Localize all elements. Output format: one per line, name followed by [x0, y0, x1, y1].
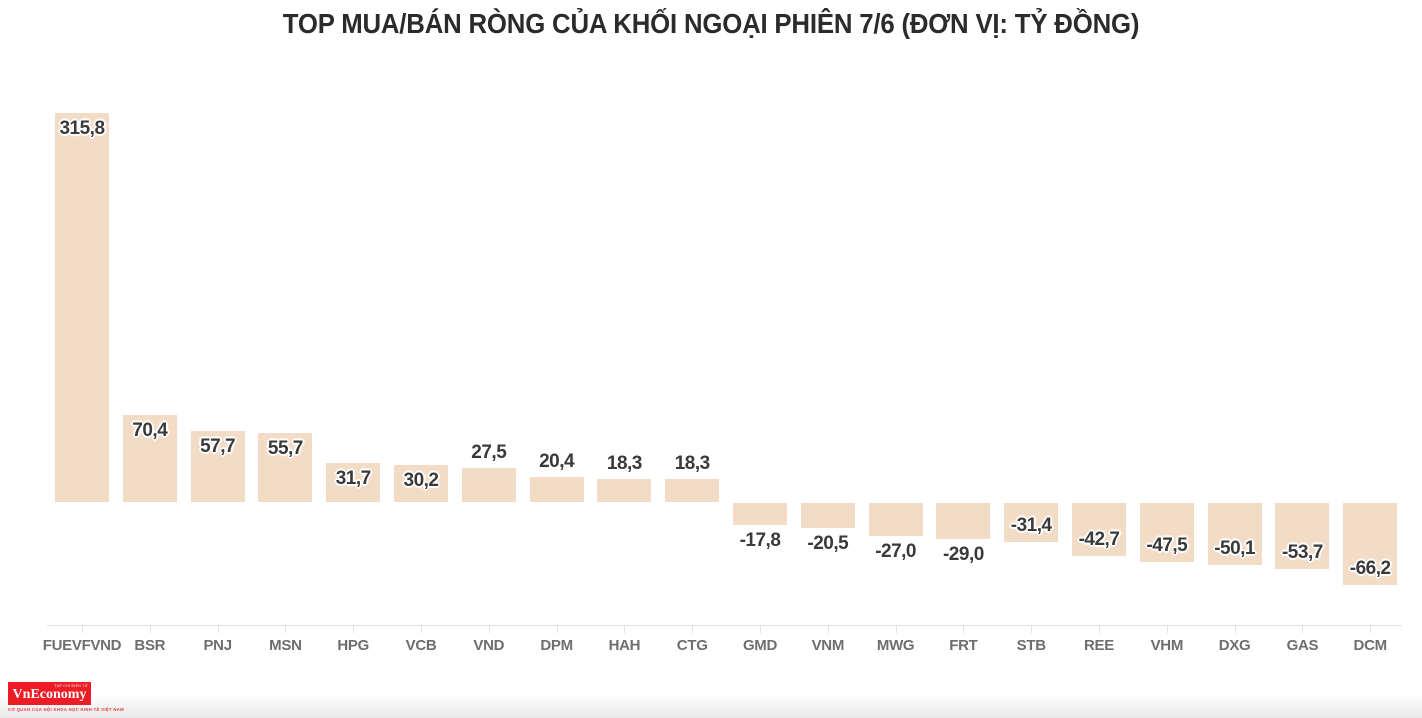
value-label-FRT: -29,0: [942, 543, 984, 565]
vneconomy-logo: TẠP CHÍ ĐIỆN TỬ VnEconomy CƠ QUAN CỦA HỘ…: [8, 682, 124, 712]
value-label-HAH: 18,3: [606, 453, 642, 475]
axis-tick: [963, 626, 965, 633]
value-label-BSR: 70,4: [132, 420, 168, 442]
bar-CTG: [665, 479, 720, 502]
value-label-MSN: 55,7: [267, 438, 303, 460]
x-axis-label-HAH: HAH: [608, 637, 641, 654]
x-axis-label-FRT: FRT: [949, 637, 978, 654]
chart-title: TOP MUA/BÁN RÒNG CỦA KHỐI NGOẠI PHIÊN 7/…: [282, 8, 1140, 39]
axis-tick: [149, 626, 151, 633]
logo-wordmark: VnEconomy: [12, 687, 87, 702]
x-axis-line: [47, 625, 1402, 626]
bar-REE: [1072, 503, 1126, 556]
bar-HPG: [326, 462, 381, 502]
value-label-HPG: 31,7: [335, 467, 371, 489]
value-label-CTG: 18,3: [674, 453, 710, 475]
value-label-GAS: -53,7: [1281, 542, 1323, 564]
x-axis-label-STB: STB: [1016, 637, 1046, 654]
axis-tick: [421, 626, 422, 633]
x-axis-label-DPM: DPM: [540, 637, 573, 654]
value-label-MWG: -27,0: [875, 541, 916, 563]
x-axis-label-FUEVFVND: FUEVFVND: [42, 637, 122, 654]
bar-FUEVFVND: [55, 112, 109, 502]
bar-STB: [1004, 503, 1059, 542]
x-axis-label-MSN: MSN: [269, 637, 302, 654]
bar-MWG: [868, 503, 923, 537]
axis-tick: [692, 626, 694, 633]
x-axis-label-BSR: BSR: [134, 637, 166, 654]
x-axis-label-VND: VND: [473, 637, 505, 654]
axis-tick: [1099, 626, 1100, 633]
axis-tick: [760, 626, 761, 633]
axis-tick: [895, 626, 897, 633]
x-axis-label-CTG: CTG: [676, 637, 708, 654]
value-label-REE: -42,7: [1078, 528, 1120, 550]
bar-GMD: [733, 503, 787, 525]
value-label-DXG: -50,1: [1214, 537, 1255, 559]
logo-sub-text: TẠP CHÍ ĐIỆN TỬ: [54, 683, 88, 688]
value-label-GMD: -17,8: [739, 529, 781, 551]
bar-VND: [461, 468, 516, 502]
axis-tick: [488, 626, 490, 633]
axis-tick: [1370, 626, 1372, 633]
value-label-DCM: -66,2: [1349, 557, 1391, 579]
bar-DCM: [1343, 503, 1398, 585]
bar-BSR: [122, 415, 177, 502]
bar-VNM: [800, 503, 855, 529]
value-label-DPM: 20,4: [539, 450, 575, 472]
axis-tick: [353, 626, 355, 633]
axis-tick: [1031, 626, 1033, 633]
axis-tick: [285, 626, 287, 633]
bar-MSN: [258, 433, 313, 502]
x-axis-label-HPG: HPG: [337, 637, 369, 654]
x-axis-label-MWG: MWG: [876, 637, 915, 654]
bar-VHM: [1139, 503, 1194, 562]
axis-tick: [1234, 626, 1236, 633]
x-axis-label-REE: REE: [1084, 637, 1114, 654]
bar-GAS: [1275, 503, 1330, 570]
value-label-VND: 27,5: [471, 442, 507, 464]
bar-PNJ: [190, 430, 245, 502]
x-axis-label-PNJ: PNJ: [203, 637, 232, 654]
bar-HAH: [597, 479, 652, 502]
value-label-STB: -31,4: [1010, 514, 1052, 536]
x-axis-label-VNM: VNM: [811, 637, 845, 654]
x-axis-label-DCM: DCM: [1353, 637, 1388, 654]
x-axis-label-GAS: GAS: [1286, 637, 1319, 654]
axis-tick: [217, 626, 219, 633]
value-label-VHM: -47,5: [1146, 534, 1188, 556]
x-axis-label-DXG: DXG: [1218, 637, 1251, 654]
value-label-VCB: 30,2: [403, 469, 439, 491]
axis-tick: [827, 626, 829, 633]
axis-tick: [1166, 626, 1168, 633]
x-axis-label-VHM: VHM: [1150, 637, 1184, 654]
logo-tagline: CƠ QUAN CỦA HỘI KHOA HỌC KINH TẾ VIỆT NA…: [8, 707, 125, 712]
bar-VCB: [394, 464, 448, 502]
bar-DXG: [1207, 503, 1262, 565]
x-axis-label-GMD: GMD: [742, 637, 778, 654]
bar-FRT: [936, 503, 991, 539]
bar-DPM: [529, 476, 584, 502]
value-label-FUEVFVND: 315,8: [59, 117, 105, 139]
axis-tick: [624, 626, 626, 633]
value-label-PNJ: 57,7: [200, 435, 236, 457]
axis-tick: [1302, 626, 1304, 633]
x-axis-label-VCB: VCB: [405, 637, 437, 654]
axis-tick: [556, 626, 558, 633]
axis-tick: [82, 626, 83, 633]
logo-box: TẠP CHÍ ĐIỆN TỬ VnEconomy: [8, 682, 91, 705]
value-label-VNM: -20,5: [807, 533, 849, 555]
